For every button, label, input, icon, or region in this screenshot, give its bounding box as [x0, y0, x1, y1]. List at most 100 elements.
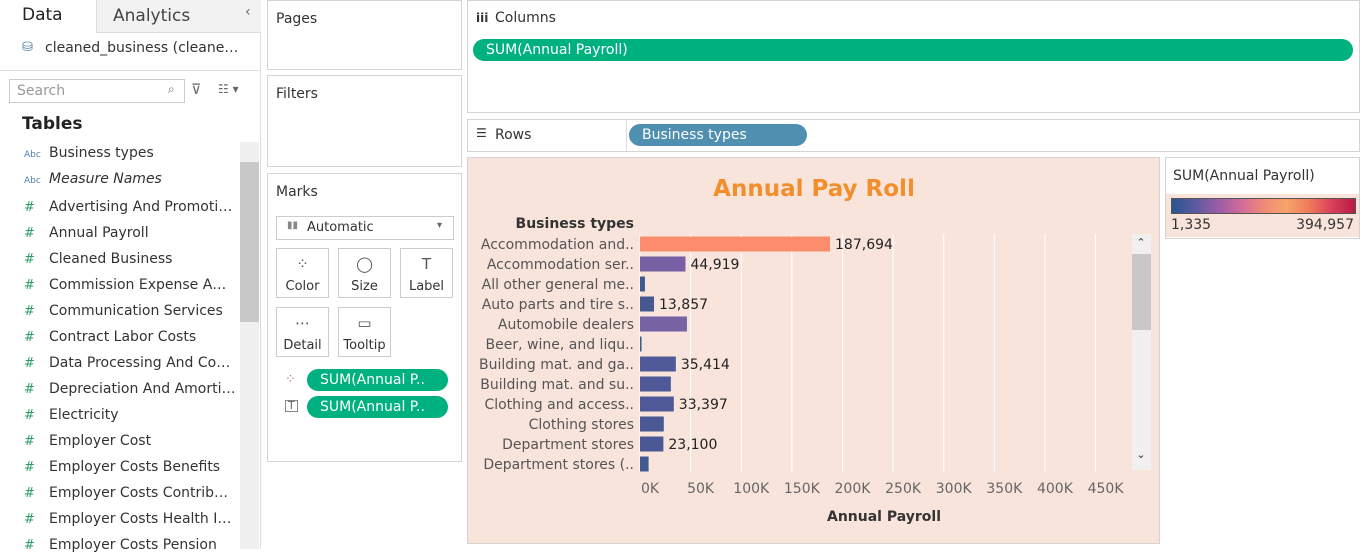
field[interactable]: Measure Names [49, 171, 162, 187]
mark-button[interactable]: Label T [400, 248, 453, 298]
x-tick-label: 0K [641, 481, 660, 497]
mark-type-label[interactable]: Automatic [307, 220, 374, 235]
mark-pill[interactable]: SUM(Annual P.. [307, 369, 448, 391]
search-placeholder: Search [17, 83, 66, 99]
y-header: Business types [516, 216, 634, 232]
mark-type[interactable]: ▮▮ Automatic ▾ [276, 216, 454, 240]
value-label: 187,694 [835, 237, 893, 253]
field[interactable]: Employer Costs Contrib… [49, 485, 229, 501]
tab-label[interactable]: Data [22, 5, 63, 25]
mark-button[interactable]: Tooltip ▭ [338, 307, 391, 357]
view-icon[interactable]: ☷ ▾ [218, 82, 239, 96]
category-label: Automobile dealers [498, 317, 634, 333]
category-label: Department stores [502, 437, 634, 453]
columns-shelf: iii Columns SUM(Annual Payroll) [467, 0, 1360, 113]
field[interactable]: Commission Expense A… [49, 277, 227, 293]
category-label: Accommodation and.. [481, 237, 634, 253]
category-label: Accommodation ser.. [487, 257, 634, 273]
x-tick-label: 300K [936, 481, 973, 497]
card-title: Marks [276, 184, 318, 200]
measure-icon: # [24, 538, 35, 553]
measure-icon: # [24, 356, 35, 371]
button-icon: ◯ [356, 255, 373, 273]
scroll-down[interactable]: ⌄ [1136, 448, 1145, 461]
field[interactable]: Employer Cost [49, 433, 152, 449]
label-icon: T [285, 400, 298, 412]
field[interactable]: Employer Costs Health I… [49, 511, 232, 527]
legend-max: 394,957 [1296, 217, 1354, 233]
measure-icon: # [24, 460, 35, 475]
category-label: Building mat. and su.. [480, 377, 634, 393]
field[interactable]: Advertising And Promoti… [49, 199, 233, 215]
value-label: 44,919 [690, 257, 739, 273]
measure-icon: # [24, 200, 35, 215]
search-box[interactable]: Search ⌕ [9, 79, 185, 103]
section-title: Tables [22, 114, 83, 134]
shelf-title: Columns [495, 10, 556, 26]
field[interactable]: Employer Costs Benefits [49, 459, 221, 475]
field[interactable]: Annual Payroll [49, 225, 149, 241]
bar [640, 456, 649, 472]
value-label: 23,100 [668, 437, 717, 453]
color-icon: ⁘ [285, 372, 296, 387]
x-tick-label: 100K [733, 481, 770, 497]
mark-button[interactable]: Size ◯ [338, 248, 391, 298]
field[interactable]: Electricity [49, 407, 119, 423]
field[interactable]: Business types [49, 145, 154, 161]
measure-icon: # [24, 512, 35, 527]
bar [640, 356, 676, 372]
pages-card: Pages [267, 0, 462, 70]
category-label: Beer, wine, and liqu.. [486, 337, 634, 353]
x-tick-label: 400K [1037, 481, 1074, 497]
dimension-icon: Abc [24, 176, 41, 186]
measure-icon: # [24, 434, 35, 449]
category-label: Clothing and access.. [484, 397, 634, 413]
value-label: 13,857 [659, 297, 708, 313]
tab[interactable]: Data [0, 0, 96, 34]
data-pane: Data Analytics ‹ ⛁ cleaned_business (clea… [0, 0, 261, 553]
collapse[interactable]: ‹ [245, 4, 251, 20]
x-tick-label: 50K [687, 481, 715, 497]
bar [640, 416, 664, 432]
measure-icon: # [24, 408, 35, 423]
x-axis-title: Annual Payroll [827, 509, 941, 525]
scroll-thumb[interactable] [1132, 254, 1151, 330]
dimension-icon: Abc [24, 150, 41, 160]
scroll-thumb[interactable] [240, 162, 259, 322]
legend-min: 1,335 [1171, 217, 1212, 233]
row-pill[interactable]: Business types [629, 124, 807, 146]
db-icon: ⛁ [22, 40, 33, 55]
scroll-up[interactable]: ⌃ [1136, 236, 1145, 249]
filter-icon[interactable]: ⊽ [191, 82, 202, 98]
x-tick-label: 450K [1088, 481, 1125, 497]
measure-icon: # [24, 382, 35, 397]
mark-pill[interactable]: SUM(Annual P.. [307, 396, 448, 418]
field[interactable]: Employer Costs Pension [49, 537, 217, 553]
bar [640, 336, 642, 352]
column-pill[interactable]: SUM(Annual Payroll) [473, 39, 1353, 61]
scrollbar[interactable] [240, 142, 259, 549]
button-icon: ⋯ [295, 314, 310, 332]
tab[interactable]: Analytics ‹ [96, 0, 261, 33]
field[interactable]: Communication Services [49, 303, 223, 319]
value-label: 35,414 [681, 357, 730, 373]
field[interactable]: Cleaned Business [49, 251, 173, 267]
field[interactable]: Data Processing And Co… [49, 355, 231, 371]
field[interactable]: Contract Labor Costs [49, 329, 197, 345]
bar [640, 256, 686, 272]
button-icon: ⁘ [296, 255, 309, 273]
datasource[interactable]: cleaned_business (cleane… [45, 40, 239, 56]
field[interactable]: Depreciation And Amorti… [49, 381, 236, 397]
x-tick-label: 350K [986, 481, 1023, 497]
measure-icon: # [24, 330, 35, 345]
bar [640, 376, 671, 392]
category-label: Building mat. and ga.. [479, 357, 634, 373]
bar [640, 296, 655, 312]
shelf-title: Rows [495, 127, 532, 143]
tab-label[interactable]: Analytics [113, 6, 191, 26]
legend-gradient [1171, 198, 1356, 214]
bar [640, 316, 687, 332]
mark-button[interactable]: Detail ⋯ [276, 307, 329, 357]
mark-button[interactable]: Color ⁘ [276, 248, 329, 298]
